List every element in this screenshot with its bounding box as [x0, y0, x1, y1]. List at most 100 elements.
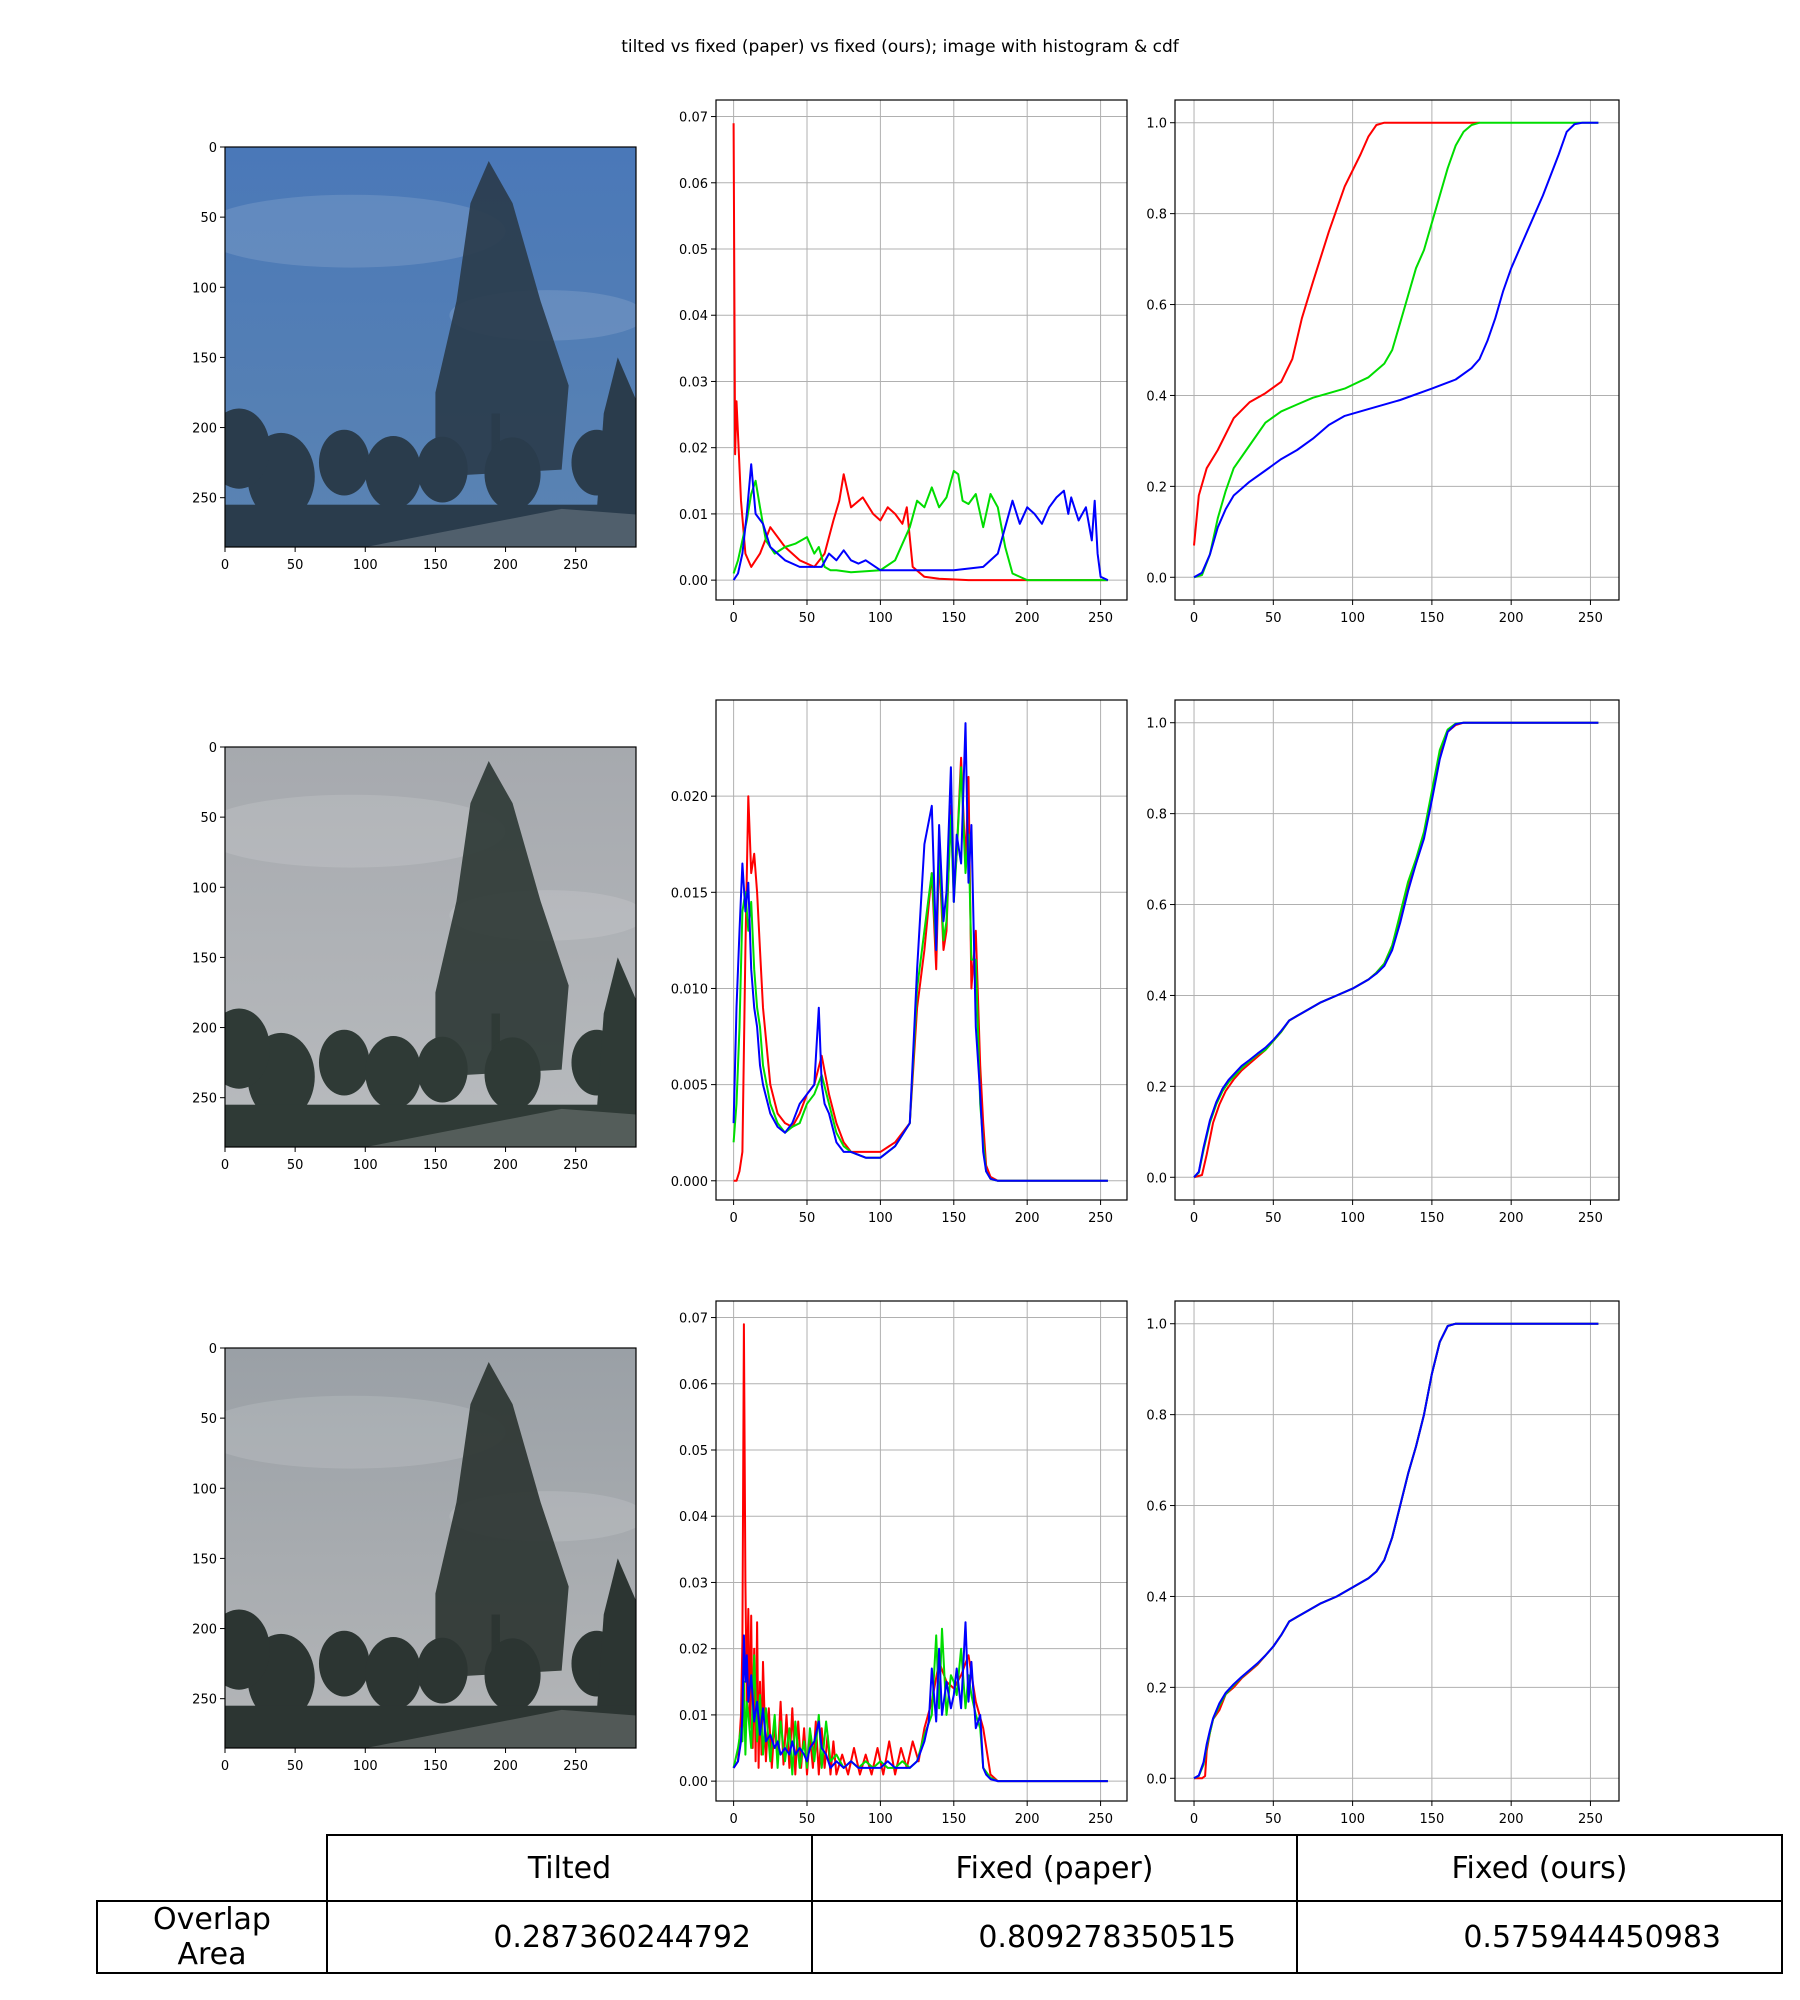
hist-xtick-label: 250	[1088, 1812, 1113, 1827]
photo-ground	[225, 504, 636, 547]
cdf-xtick-label: 250	[1578, 1812, 1603, 1827]
image-xtick-label: 200	[493, 1158, 518, 1173]
hist-xtick-label: 100	[868, 1211, 893, 1226]
image-axes-frame	[224, 746, 637, 1148]
image-ytick-label: 250	[192, 1092, 217, 1107]
cdf-axes-frame	[1174, 99, 1620, 601]
hist-ytick-label: 0.00	[679, 1775, 708, 1790]
cdf-panel-2: 0 50 100 150 200 250 0.0 0.2 0.4 0.6 0.8 1.0	[1146, 699, 1620, 1226]
photo-bush	[318, 429, 370, 496]
photo-bush	[225, 1609, 270, 1690]
hist-ytick-label: 0.04	[679, 1510, 708, 1525]
hist-ytick-label: 0.01	[679, 1709, 708, 1724]
table-header-row: Tilted Fixed (paper) Fixed (ours)	[97, 1834, 1783, 1902]
table-value-fixed-paper: 0.809278350515	[811, 1900, 1298, 1974]
hist-xtick-label: 250	[1088, 1211, 1113, 1226]
image-ytick-label: 0	[209, 1342, 217, 1357]
cdf-ytick-label: 1.0	[1146, 117, 1167, 132]
cdf-axes-frame	[1174, 699, 1620, 1201]
photo-bush	[484, 1037, 541, 1111]
hist-xtick-label: 250	[1088, 611, 1113, 626]
hist-ytick-label: 0.005	[671, 1079, 708, 1094]
hist-ytick-label: 0.05	[679, 1444, 708, 1459]
figure-title: tilted vs fixed (paper) vs fixed (ours);…	[621, 37, 1179, 57]
cdf-xtick-label: 150	[1419, 1211, 1444, 1226]
hist-xtick-label: 150	[941, 1812, 966, 1827]
image-ytick-label: 250	[192, 1693, 217, 1708]
hist-xtick-label: 200	[1015, 1812, 1040, 1827]
image-xtick-label: 250	[563, 1759, 588, 1774]
image-xtick-label: 250	[563, 558, 588, 573]
photo-bush	[417, 436, 468, 503]
cdf-xtick-label: 50	[1265, 611, 1282, 626]
cdf-ytick-label: 0.4	[1146, 389, 1167, 404]
image-xtick-label: 100	[353, 1158, 378, 1173]
image-xtick-label: 50	[287, 1158, 304, 1173]
table-header-fixed-ours: Fixed (ours)	[1296, 1834, 1783, 1902]
hist-xtick-label: 200	[1015, 611, 1040, 626]
photo-cloud	[225, 794, 506, 868]
photo-content	[225, 1362, 636, 1748]
photo-road	[365, 508, 636, 547]
image-xtick-label: 200	[493, 1759, 518, 1774]
photo-ground	[225, 1104, 636, 1147]
cdf-ytick-label: 0.0	[1146, 571, 1167, 586]
hist-xtick-label: 100	[868, 1812, 893, 1827]
image-xtick-label: 50	[287, 1759, 304, 1774]
cdf-ytick-label: 0.2	[1146, 480, 1167, 495]
cdf-ytick-label: 0.8	[1146, 1409, 1167, 1424]
hist-axes-frame	[715, 1300, 1128, 1802]
cdf-ytick-label: 1.0	[1146, 717, 1167, 732]
cdf-xtick-label: 100	[1340, 1812, 1365, 1827]
image-xtick-label: 100	[353, 558, 378, 573]
image-ytick-label: 100	[192, 1482, 217, 1497]
image-ytick-label: 150	[192, 351, 217, 366]
hist-xtick-label: 100	[868, 611, 893, 626]
cdf-xtick-label: 200	[1499, 1211, 1524, 1226]
hist-ytick-label: 0.07	[679, 111, 708, 126]
photo-ground	[225, 1705, 636, 1748]
table-value-fixed-ours: 0.575944450983	[1296, 1900, 1783, 1974]
hist-ytick-label: 0.04	[679, 309, 708, 324]
image-xtick-label: 100	[353, 1759, 378, 1774]
image-ytick-label: 50	[200, 1412, 217, 1427]
cdf-ytick-label: 0.2	[1146, 1681, 1167, 1696]
image-panel-3: 0 50 100 150 200 250 0 50 100 150 200 250	[192, 1342, 637, 1774]
hist-panel-3: 0 50 100 150 200 250 0.00 0.01 0.02 0.03 0.04 0.05 0…	[679, 1300, 1128, 1827]
image-axes-frame	[224, 1347, 637, 1749]
hist-series-line-green	[732, 1627, 1108, 1783]
image-ytick-label: 200	[192, 1022, 217, 1037]
image-axes-frame	[224, 146, 637, 548]
image-ytick-label: 200	[192, 1623, 217, 1638]
hist-ytick-label: 0.020	[671, 790, 708, 805]
photo-bush	[318, 1630, 370, 1697]
photo-road	[365, 1709, 636, 1748]
table-header-tilted: Tilted	[326, 1834, 813, 1902]
cdf-xtick-label: 250	[1578, 611, 1603, 626]
hist-ytick-label: 0.02	[679, 1643, 708, 1658]
cdf-ytick-label: 0.8	[1146, 808, 1167, 823]
image-ytick-label: 200	[192, 422, 217, 437]
hist-ytick-label: 0.010	[671, 982, 708, 997]
hist-xtick-label: 150	[941, 1211, 966, 1226]
hist-ytick-label: 0.03	[679, 375, 708, 390]
photo-side-tree	[596, 357, 636, 512]
photo-tree	[435, 1362, 569, 1678]
photo-bush	[365, 1035, 422, 1109]
image-xtick-label: 0	[221, 558, 229, 573]
photo-bush	[365, 435, 422, 509]
image-xtick-label: 250	[563, 1158, 588, 1173]
hist-series-line-red	[732, 1323, 1108, 1783]
overlap-table: Tilted Fixed (paper) Fixed (ours) Overla…	[96, 1834, 1783, 1974]
cdf-xtick-label: 250	[1578, 1211, 1603, 1226]
photo-road	[365, 1108, 636, 1147]
cdf-xtick-label: 0	[1190, 1812, 1198, 1827]
hist-series-line-red	[732, 123, 1108, 582]
photo-bush	[365, 1636, 422, 1710]
hist-series-line-blue	[732, 463, 1109, 582]
photo-side-tree	[596, 1558, 636, 1713]
cdf-ytick-label: 0.0	[1146, 1171, 1167, 1186]
cdf-panel-3: 0 50 100 150 200 250 0.0 0.2 0.4 0.6 0.8 1.0	[1146, 1300, 1620, 1827]
cdf-xtick-label: 50	[1265, 1211, 1282, 1226]
